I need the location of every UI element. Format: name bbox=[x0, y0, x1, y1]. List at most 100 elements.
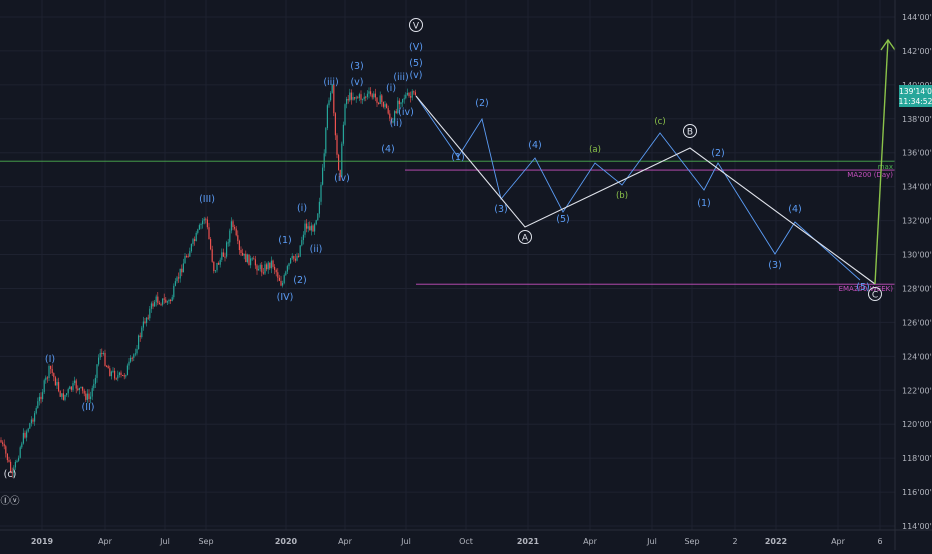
candle-body bbox=[48, 366, 50, 379]
candle-body bbox=[34, 413, 36, 422]
candle-body bbox=[410, 96, 412, 98]
hline-label-ma200: MA200 (Day) bbox=[847, 171, 893, 179]
candle-body bbox=[142, 321, 144, 328]
wave-label: (iv) bbox=[398, 107, 414, 118]
candle-body bbox=[286, 266, 288, 272]
candle-body bbox=[109, 368, 111, 377]
candle-body bbox=[90, 396, 92, 399]
candle-body bbox=[106, 365, 108, 367]
candle-body bbox=[395, 111, 397, 114]
candle-body bbox=[389, 113, 391, 119]
candle-body bbox=[88, 393, 90, 399]
candle-body bbox=[259, 264, 261, 269]
hline-label-ema: EMA200(WEEK) bbox=[839, 285, 894, 293]
y-tick-label: 122'00'0 bbox=[902, 386, 932, 395]
candle-body bbox=[402, 99, 404, 103]
candle-body bbox=[224, 256, 226, 258]
wave-label: (v) bbox=[350, 77, 363, 88]
candle-body bbox=[221, 252, 223, 260]
x-axis[interactable]: 2019 Apr Jul Sep 2020 Apr Jul Oct 2021 Apr Jul Sep 2… bbox=[0, 529, 932, 546]
candle-body bbox=[317, 213, 319, 221]
y-tick-label: 132'00'0 bbox=[902, 217, 932, 226]
candle-body bbox=[378, 102, 380, 105]
candle-body bbox=[283, 275, 285, 283]
candle-body bbox=[362, 99, 364, 101]
candle-body bbox=[357, 97, 359, 99]
candle-body bbox=[66, 393, 68, 395]
wave-label: (c) bbox=[4, 469, 17, 480]
candle-body bbox=[398, 100, 400, 105]
y-axis[interactable]: 144'00'0142'00'0140'00'0138'00'0136'00'0… bbox=[894, 0, 932, 550]
candle-body bbox=[130, 357, 132, 362]
candle-body bbox=[18, 457, 20, 461]
price-tag-time: 11:34:52 bbox=[899, 97, 932, 106]
candle-body bbox=[299, 245, 301, 257]
candle-body bbox=[134, 353, 136, 355]
candle-body bbox=[210, 239, 212, 250]
candle-body bbox=[3, 443, 5, 447]
candle-body bbox=[190, 243, 192, 252]
candle-body bbox=[122, 375, 124, 377]
candle-body bbox=[334, 113, 336, 136]
candle-body bbox=[309, 226, 311, 231]
candle-body bbox=[387, 108, 389, 114]
x-tick-label: 2019 bbox=[31, 537, 54, 546]
candle-body bbox=[86, 393, 88, 400]
candle-body bbox=[280, 280, 282, 286]
candle-body bbox=[133, 354, 135, 358]
candle-body bbox=[128, 361, 130, 366]
candle-body bbox=[323, 153, 325, 168]
wave-label: (5) bbox=[856, 282, 869, 293]
candle-body bbox=[176, 277, 178, 282]
y-tick-label: 118'00'0 bbox=[902, 454, 932, 463]
candle-body bbox=[99, 352, 101, 358]
candle-body bbox=[394, 111, 396, 121]
candle-body bbox=[336, 135, 338, 155]
candle-body bbox=[2, 442, 4, 444]
y-tick-label: 138'00'0 bbox=[902, 115, 932, 124]
candle-body bbox=[5, 446, 7, 454]
candle-body bbox=[382, 101, 384, 107]
candle-body bbox=[403, 98, 405, 100]
candle-body bbox=[318, 201, 320, 214]
candle-body bbox=[293, 256, 295, 259]
candle-body bbox=[14, 461, 16, 468]
candle-body bbox=[155, 296, 157, 302]
candle-body bbox=[218, 262, 220, 265]
candle-body bbox=[219, 259, 221, 265]
candle-body bbox=[187, 256, 189, 258]
candle-body bbox=[64, 394, 66, 400]
wave-label: (iv) bbox=[334, 173, 350, 184]
x-tick-label: Jul bbox=[400, 537, 411, 546]
wave-label: (5) bbox=[556, 214, 569, 225]
candle-body bbox=[144, 321, 146, 323]
candle-body bbox=[67, 389, 69, 394]
candle-body bbox=[325, 128, 327, 154]
candle-body bbox=[294, 258, 296, 261]
candle-body bbox=[379, 95, 381, 105]
candle-body bbox=[330, 92, 332, 101]
candle-body bbox=[93, 383, 95, 389]
candle-body bbox=[74, 380, 76, 384]
projection-green bbox=[874, 39, 889, 285]
candle-body bbox=[110, 371, 112, 377]
candle-body bbox=[302, 234, 304, 241]
candle-body bbox=[354, 97, 356, 99]
candle-body bbox=[232, 221, 234, 228]
candle-body bbox=[363, 96, 365, 100]
candle-body bbox=[262, 272, 264, 274]
candle-body bbox=[117, 375, 119, 379]
candle-body bbox=[26, 431, 28, 438]
wave-label: (3) bbox=[768, 260, 781, 271]
candle-body bbox=[245, 253, 247, 263]
candle-body bbox=[301, 240, 303, 246]
x-tick-label: 6 bbox=[877, 537, 882, 546]
candle-body bbox=[214, 270, 216, 272]
candle-body bbox=[75, 380, 77, 389]
y-tick-label: 114'00'0 bbox=[902, 522, 932, 531]
wave-label: (i) bbox=[297, 203, 307, 214]
candle-body bbox=[312, 225, 314, 232]
candle-body bbox=[227, 242, 229, 244]
candle-body bbox=[352, 97, 354, 100]
